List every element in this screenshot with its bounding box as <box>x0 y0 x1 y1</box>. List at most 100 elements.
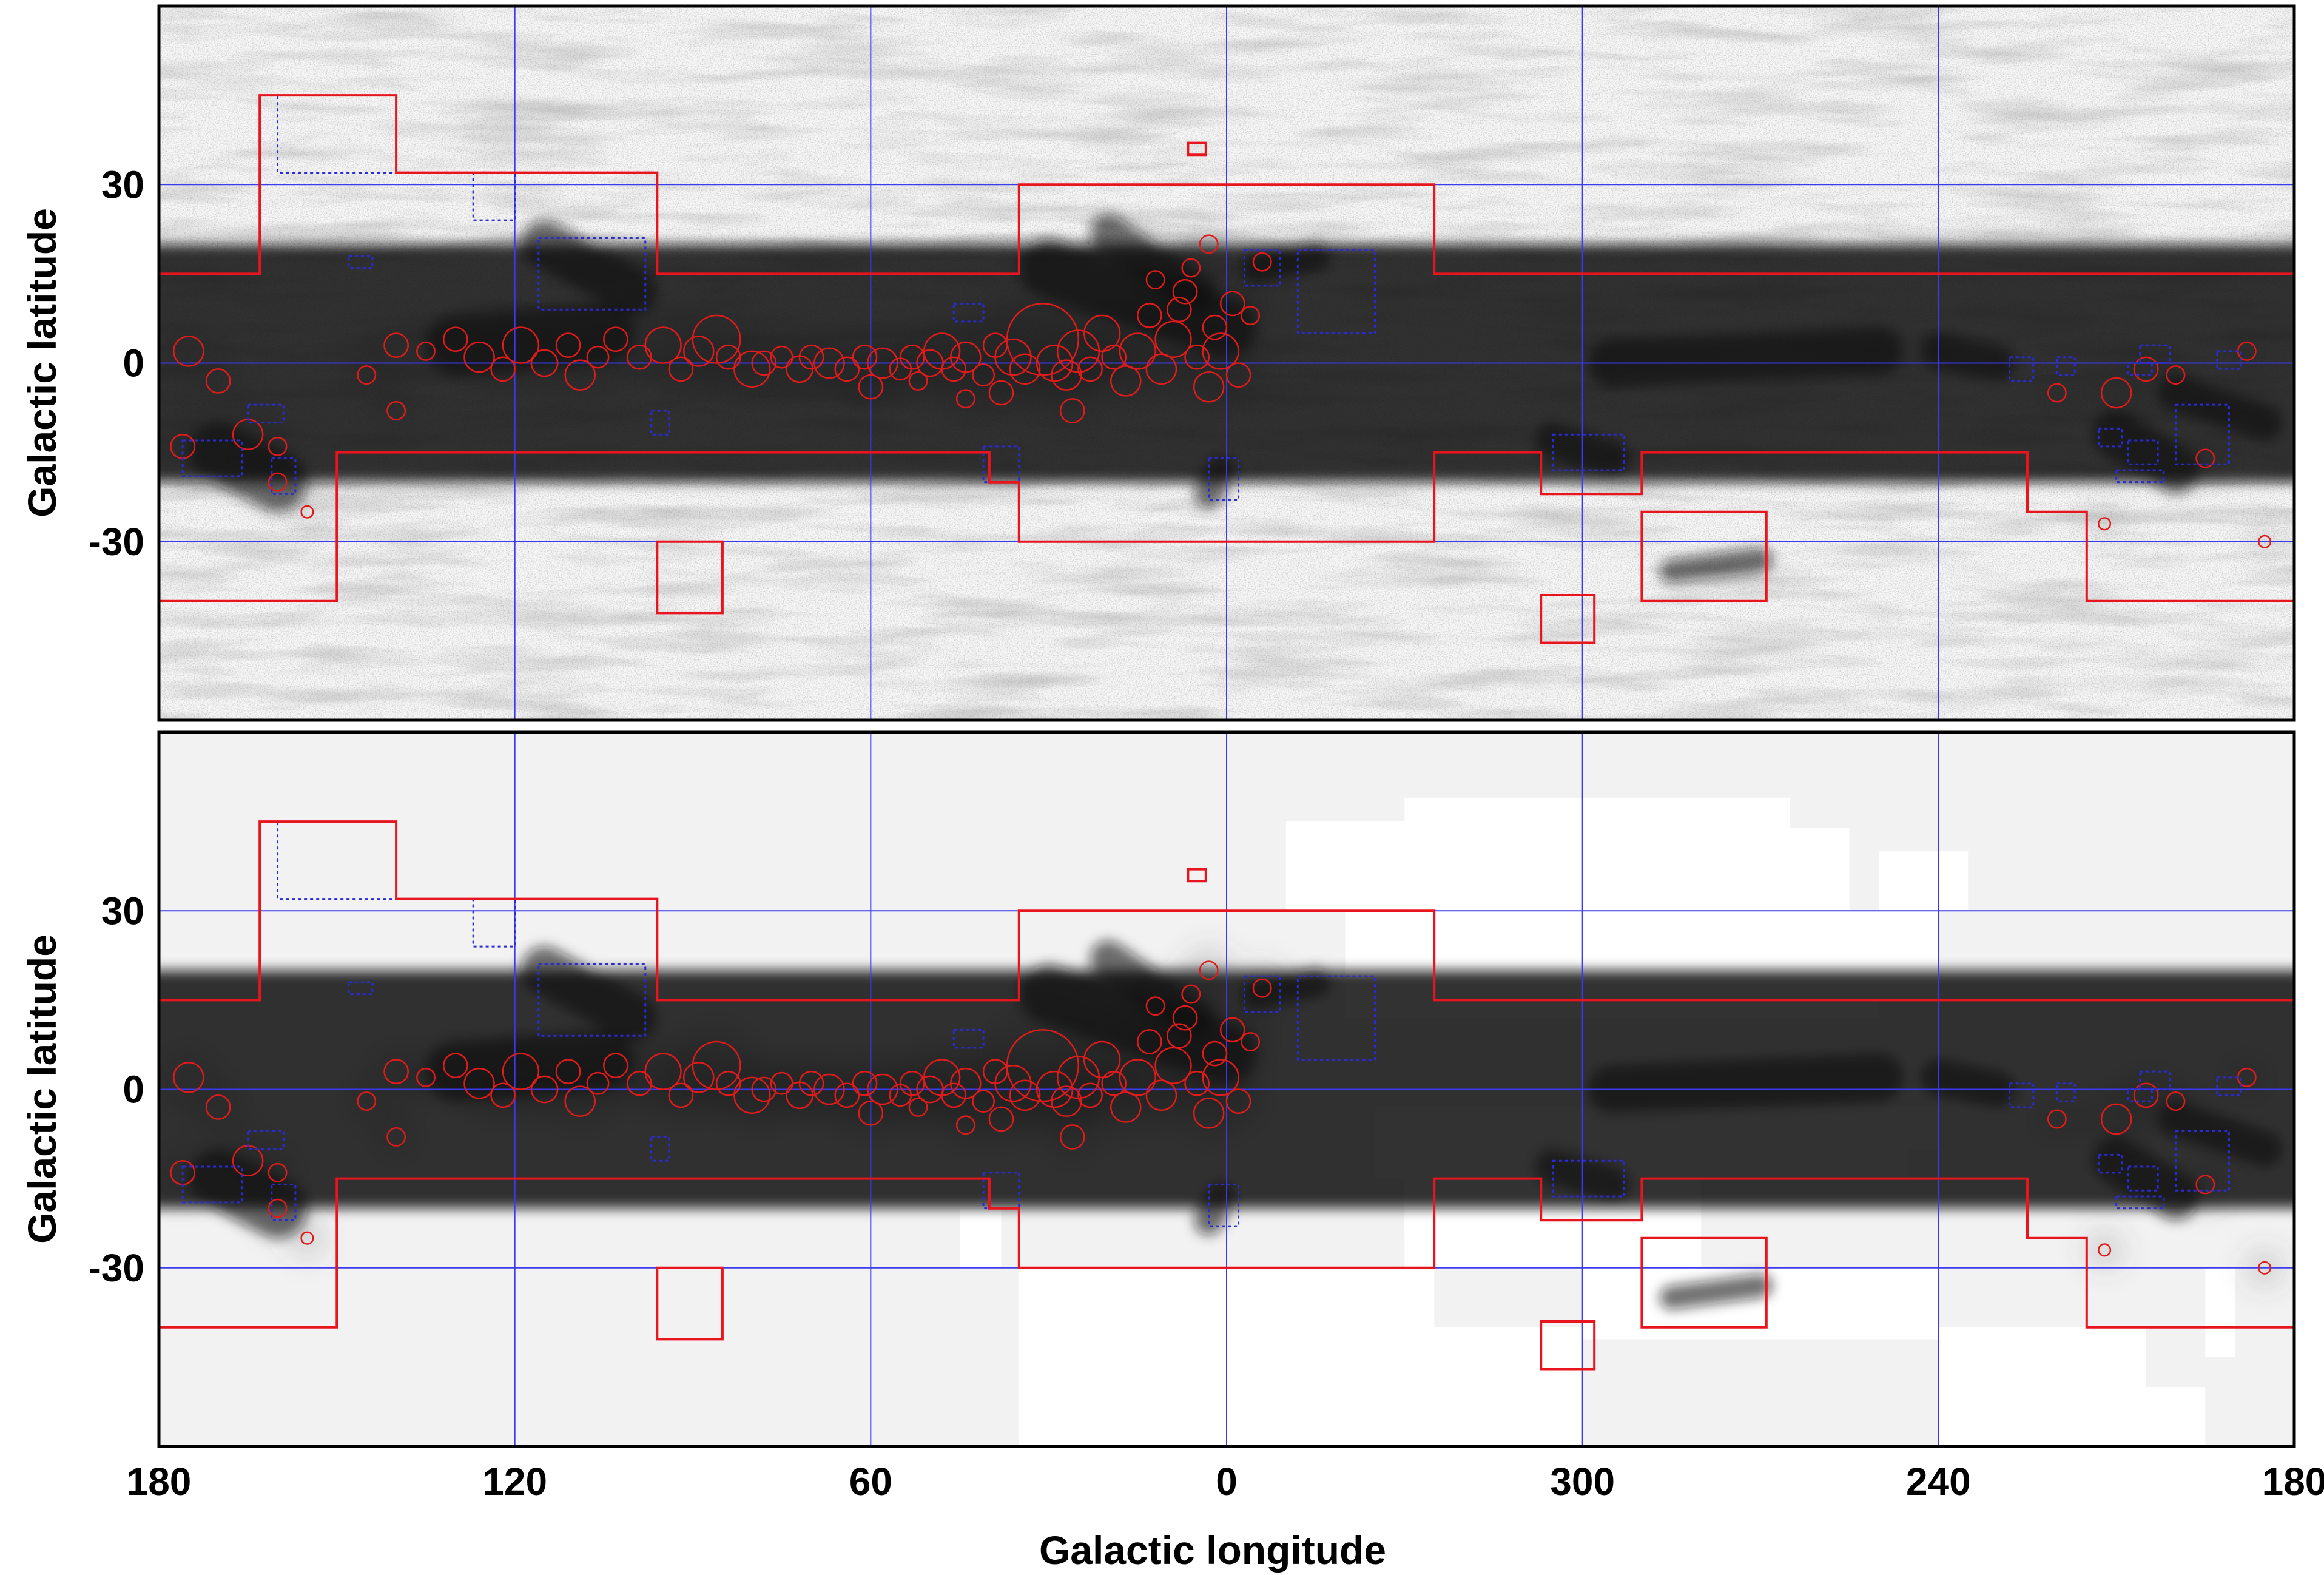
cloud-marker <box>564 1085 596 1117</box>
cloud-marker <box>1199 234 1219 254</box>
cloud-marker <box>1154 1047 1192 1084</box>
dashed-region-box <box>537 963 647 1037</box>
cloud-marker <box>2098 1243 2112 1257</box>
survey-boundary-box-l6-b36 <box>1187 141 1207 157</box>
cloud-marker <box>1225 1088 1251 1114</box>
dashed-region-box <box>2097 427 2123 448</box>
dust-lane <box>1920 333 2016 381</box>
cloud-marker <box>357 1091 377 1111</box>
cloud-marker <box>1077 356 1103 382</box>
cloud-marker <box>2195 1175 2215 1195</box>
cloud-marker <box>1051 359 1082 391</box>
dust-lane <box>1019 964 1257 1084</box>
cloud-marker <box>715 1070 741 1096</box>
dust-lane <box>1241 967 1331 1010</box>
dust-lane <box>425 1030 634 1102</box>
cloud-marker <box>586 1071 610 1095</box>
cloud-marker <box>1181 258 1201 278</box>
cloud-marker <box>386 1127 406 1147</box>
dashed-region-box <box>2056 356 2076 376</box>
cloud-marker <box>908 1097 928 1117</box>
dashed-region-box <box>2097 1153 2123 1174</box>
survey-boundary-main-south <box>159 1177 2294 1329</box>
cloud-marker <box>751 1076 777 1102</box>
y-tick-label: -30 <box>89 1246 145 1290</box>
y-tick-label: -30 <box>89 520 145 564</box>
cloud-marker <box>627 1070 652 1096</box>
dashed-region-box <box>1296 249 1376 334</box>
cloud-marker <box>463 341 495 373</box>
mask-block <box>1404 797 1790 911</box>
cloud-marker <box>1145 353 1177 385</box>
cloud-marker <box>1202 332 1239 370</box>
cloud-marker <box>555 332 581 358</box>
cloud-marker <box>988 1106 1014 1132</box>
cloud-marker <box>852 1070 878 1096</box>
dashed-region-box <box>247 403 285 424</box>
x-tick-label: 300 <box>1550 1460 1615 1503</box>
cloud-marker <box>908 371 928 391</box>
dashed-region-box <box>2139 1070 2171 1090</box>
y-tick-label: 30 <box>101 163 144 206</box>
dashed-region-box <box>1552 1159 1625 1198</box>
cloud-marker <box>490 1082 516 1108</box>
dust-lane <box>1090 940 1215 1036</box>
cloud-marker <box>300 505 314 519</box>
cloud-marker <box>941 356 967 382</box>
dust-lane <box>1659 1273 1773 1310</box>
mask-block <box>2146 1386 2206 1446</box>
dust-lane <box>425 303 634 376</box>
dust-lane <box>1194 1181 1236 1235</box>
dashed-region-box <box>277 820 397 900</box>
dust-lane <box>1090 214 1215 310</box>
dust-lane <box>1588 1053 1903 1113</box>
cloud-marker <box>1184 344 1210 370</box>
dashed-region-box <box>1552 433 1625 471</box>
cloud-marker <box>1145 1079 1177 1111</box>
cloud-marker <box>1202 314 1228 340</box>
cloud-marker <box>2258 535 2272 548</box>
cloud-marker <box>1172 1005 1198 1031</box>
x-tick-label: 60 <box>849 1460 892 1503</box>
cloud-marker <box>1110 365 1142 397</box>
cloud-marker <box>502 1053 540 1090</box>
y-tick-label: 30 <box>101 889 144 933</box>
mask-block <box>1434 1327 1583 1446</box>
cloud-marker <box>1202 1059 1239 1096</box>
cloud-marker <box>950 1067 982 1099</box>
cloud-marker <box>1119 1059 1157 1096</box>
cloud-marker <box>751 350 777 376</box>
cloud-marker <box>1241 1032 1261 1051</box>
cloud-marker <box>205 368 231 394</box>
cloud-marker <box>668 356 694 382</box>
cloud-marker <box>1193 1097 1225 1129</box>
dust-haze <box>2084 503 2126 545</box>
cloud-marker <box>1036 344 1074 382</box>
cloud-marker <box>443 1053 468 1079</box>
cloud-marker <box>972 1090 995 1113</box>
panel-top-cloud-markers <box>170 234 2272 548</box>
dust-lane <box>2158 375 2283 441</box>
cloud-marker <box>1137 1029 1162 1054</box>
cloud-marker <box>1101 344 1127 370</box>
y-axis-title-top: Galactic latitude <box>19 208 64 518</box>
survey-boundary-main-north <box>159 94 2294 275</box>
cloud-marker <box>715 344 741 370</box>
cloud-marker <box>268 1162 288 1182</box>
survey-boundary-box-l280-b-33 <box>1640 1236 1768 1329</box>
survey-boundary-box-l6-b36 <box>1187 868 1207 883</box>
x-tick-label: 240 <box>1906 1460 1971 1503</box>
dust-lane <box>2092 1136 2200 1221</box>
cloud-marker <box>564 359 596 391</box>
cloud-marker <box>1225 362 1251 388</box>
survey-boundary-box-l95-b-37 <box>656 540 724 615</box>
cloud-marker <box>867 1073 898 1105</box>
dust-haze <box>2084 1229 2126 1271</box>
cloud-marker <box>733 1076 771 1114</box>
cloud-marker <box>268 436 288 456</box>
dashed-region-box <box>650 1136 670 1162</box>
cloud-marker <box>586 345 610 369</box>
cloud-marker <box>205 1094 231 1120</box>
cloud-marker <box>386 401 406 420</box>
